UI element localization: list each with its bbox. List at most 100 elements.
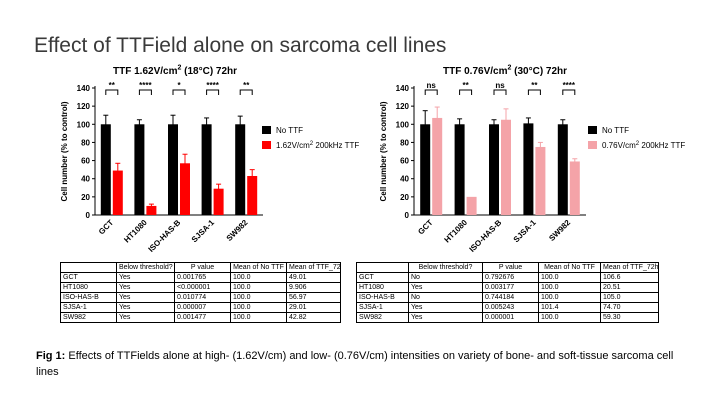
legend-label: No TTF bbox=[602, 126, 629, 135]
table-cell: GCT bbox=[60, 272, 117, 283]
table-cell: 49.01 bbox=[286, 272, 341, 283]
significance-bracket bbox=[239, 89, 253, 95]
table-cell: Yes bbox=[408, 302, 483, 313]
table-cell: No bbox=[408, 272, 483, 283]
table-cell: 20.51 bbox=[600, 282, 659, 293]
significance-bracket bbox=[459, 89, 473, 95]
significance-bracket bbox=[138, 89, 152, 95]
bar-no-ttf bbox=[454, 124, 465, 215]
table-cell: 100.0 bbox=[230, 302, 287, 313]
y-tick-label: 80 bbox=[81, 138, 90, 147]
table-cell: 100.0 bbox=[230, 282, 287, 293]
y-tick-label: 140 bbox=[77, 84, 91, 93]
table-cell: HT1080 bbox=[60, 282, 117, 293]
table-cell: 0.792676 bbox=[482, 272, 539, 283]
table-cell: 56.97 bbox=[286, 292, 341, 303]
table-cell: ISO-HAS-B bbox=[356, 292, 409, 303]
table-cell: 0.001477 bbox=[174, 312, 231, 323]
table-cell: 100.0 bbox=[230, 292, 287, 303]
table-header-cell bbox=[60, 262, 117, 273]
chart-title-sup: 2 bbox=[177, 64, 182, 72]
table-cell: ISO-HAS-B bbox=[60, 292, 117, 303]
table-row: SW982 Yes 0.001477 100.0 42.82 bbox=[60, 312, 341, 323]
table-header-row: Below threshold? P value Mean of No TTF Mea… bbox=[356, 262, 659, 273]
bar-ttf bbox=[247, 175, 258, 215]
table-row: HT1080 Yes 0.003177 100.0 20.51 bbox=[356, 282, 659, 293]
table-cell: 100.0 bbox=[230, 272, 287, 283]
table-cell: 0.000001 bbox=[482, 312, 539, 323]
table-header-cell bbox=[356, 262, 409, 273]
bar-ttf bbox=[432, 117, 443, 215]
bar-ttf bbox=[213, 188, 224, 215]
table-cell: 101.4 bbox=[538, 302, 601, 313]
table-cell: 0.010774 bbox=[174, 292, 231, 303]
table-cell: 100.0 bbox=[538, 312, 601, 323]
table-cell: 59.30 bbox=[600, 312, 659, 323]
table-cell: Yes bbox=[116, 292, 175, 303]
category-label: GCT bbox=[416, 218, 434, 236]
table-row: GCT No 0.792676 100.0 106.6 bbox=[356, 272, 659, 283]
table-header-cell: Mean of No TTF bbox=[538, 262, 601, 273]
legend-label: No TTF bbox=[276, 126, 303, 135]
y-axis-label: Cell number (% to control) bbox=[60, 101, 69, 201]
slide-title: Effect of TTField alone on sarcoma cell … bbox=[34, 34, 447, 57]
table-cell: Yes bbox=[116, 302, 175, 313]
caption-label: Fig 1: bbox=[36, 350, 66, 362]
y-tick-label: 60 bbox=[81, 157, 90, 166]
table-row: ISO-HAS-B Yes 0.010774 100.0 56.97 bbox=[60, 292, 341, 303]
table-cell: 0.003177 bbox=[482, 282, 539, 293]
chart-title: TTF 1.62V/cm2 (18°C) 72hr bbox=[113, 64, 238, 77]
table-cell: HT1080 bbox=[356, 282, 409, 293]
chart-title-main: TTF 1.62V/cm bbox=[113, 66, 178, 77]
y-tick-label: 120 bbox=[77, 102, 91, 111]
bar-ttf bbox=[112, 170, 123, 215]
category-label: ISO-HAS-B bbox=[147, 218, 183, 254]
table-row: SW982 Yes 0.000001 100.0 59.30 bbox=[356, 312, 659, 323]
significance-label: ** bbox=[109, 81, 116, 90]
table-header-row: Below threshold? P value Mean of No TTF Mea… bbox=[60, 262, 341, 273]
table-cell: 100.0 bbox=[230, 312, 287, 323]
significance-label: ** bbox=[243, 81, 250, 90]
legend-label-sup: 2 bbox=[636, 141, 640, 147]
table-cell: 0.744184 bbox=[482, 292, 539, 303]
table-header-cell: Mean of No TTF bbox=[230, 262, 287, 273]
bar-chart-low-intensity: 0 20 40 60 80 100 120 140 Cell number (% to cont… bbox=[379, 81, 685, 254]
bar-ttf bbox=[180, 163, 190, 215]
table-cell: 29.01 bbox=[286, 302, 341, 313]
y-tick-label: 20 bbox=[81, 193, 90, 202]
legend-label: 1.62V/cm2 200kHz TTF bbox=[276, 141, 359, 150]
y-tick-label: 80 bbox=[400, 138, 409, 147]
category-label: SW982 bbox=[547, 218, 572, 243]
bar-no-ttf bbox=[557, 124, 568, 215]
significance-label: ** bbox=[462, 81, 469, 90]
table-cell: SW982 bbox=[60, 312, 117, 323]
table-cell: 74.70 bbox=[600, 302, 659, 313]
category-label: ISO-HAS-B bbox=[468, 218, 504, 254]
significance-bracket bbox=[172, 89, 186, 95]
table-header-cell: Below threshold? bbox=[408, 262, 483, 273]
chart-title-sup: 2 bbox=[507, 64, 512, 72]
table-cell: 42.82 bbox=[286, 312, 341, 323]
bar-ttf bbox=[466, 196, 477, 215]
bar-ttf bbox=[501, 119, 511, 215]
bar-no-ttf bbox=[168, 124, 178, 215]
category-label: HT1080 bbox=[443, 218, 470, 245]
y-tick-label: 60 bbox=[400, 157, 409, 166]
table-row: SJSA-1 Yes 0.005243 101.4 74.70 bbox=[356, 302, 659, 313]
chart-title-main: TTF 0.76V/cm bbox=[443, 66, 508, 77]
legend-swatch-no-ttf bbox=[588, 126, 597, 134]
caption-text: Effects of TTFields alone at high- (1.62… bbox=[36, 350, 674, 378]
legend-label-sup: 2 bbox=[310, 141, 314, 147]
y-tick-label: 140 bbox=[396, 84, 410, 93]
category-label: SJSA-1 bbox=[512, 218, 539, 245]
chart-title-tail: (18°C) 72hr bbox=[181, 66, 238, 77]
bar-no-ttf bbox=[523, 123, 534, 215]
category-label: SJSA-1 bbox=[190, 218, 217, 245]
chart-title: TTF 0.76V/cm2 (30°C) 72hr bbox=[443, 64, 567, 77]
significance-bracket bbox=[206, 89, 220, 95]
significance-label: ns bbox=[495, 81, 505, 90]
bar-no-ttf bbox=[489, 124, 499, 215]
legend-label-main: 0.76V/cm bbox=[602, 141, 636, 150]
significance-label: ns bbox=[427, 81, 437, 90]
category-label: HT1080 bbox=[122, 218, 149, 245]
